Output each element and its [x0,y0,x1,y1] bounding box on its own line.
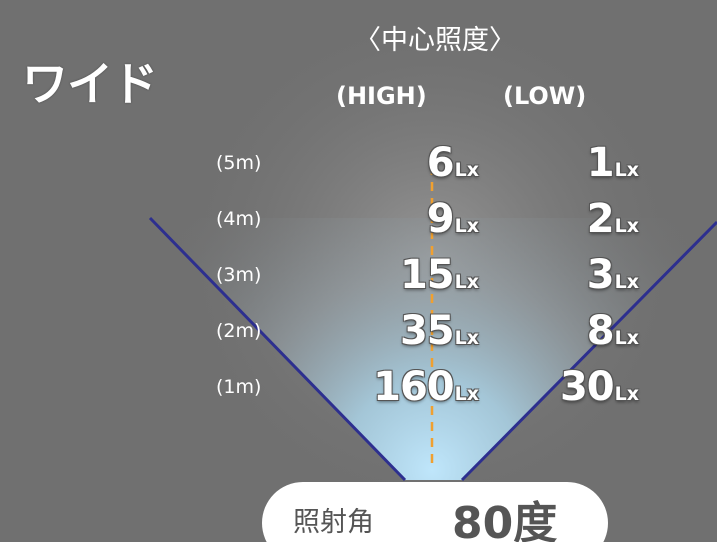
lux-low: 3Lx [586,252,639,298]
beam-angle-value: 80度 [452,498,558,542]
lux-low: 30Lx [559,364,639,410]
distance-label: (2m) [216,320,262,342]
mode-title: ワイド [22,57,158,111]
beam-edge-right [460,220,717,482]
row-1m: (1m) 160Lx 30Lx [0,364,717,414]
lux-low: 2Lx [586,196,639,242]
beam-edge-left [148,216,407,482]
lux-high: 160Lx [373,364,479,410]
center-illuminance-header: 〈中心照度〉 [354,25,516,56]
lux-high: 35Lx [399,308,479,354]
beam-angle-label: 照射角 [293,507,374,538]
distance-label: (1m) [216,376,262,398]
row-2m: (2m) 35Lx 8Lx [0,308,717,358]
lux-high: 6Lx [426,140,479,186]
lux-low: 8Lx [586,308,639,354]
beam-angle-badge [262,482,608,542]
column-header-low: (LOW) [503,82,587,110]
lux-low: 1Lx [586,140,639,186]
distance-label: (3m) [216,264,262,286]
column-header-high: (HIGH) [336,82,427,110]
distance-label: (5m) [216,152,262,174]
lux-high: 9Lx [426,196,479,242]
row-4m: (4m) 9Lx 2Lx [0,196,717,246]
lux-high: 15Lx [399,252,479,298]
row-3m: (3m) 15Lx 3Lx [0,252,717,302]
distance-label: (4m) [216,208,262,230]
light-cone [150,218,717,480]
row-5m: (5m) 6Lx 1Lx [0,140,717,190]
